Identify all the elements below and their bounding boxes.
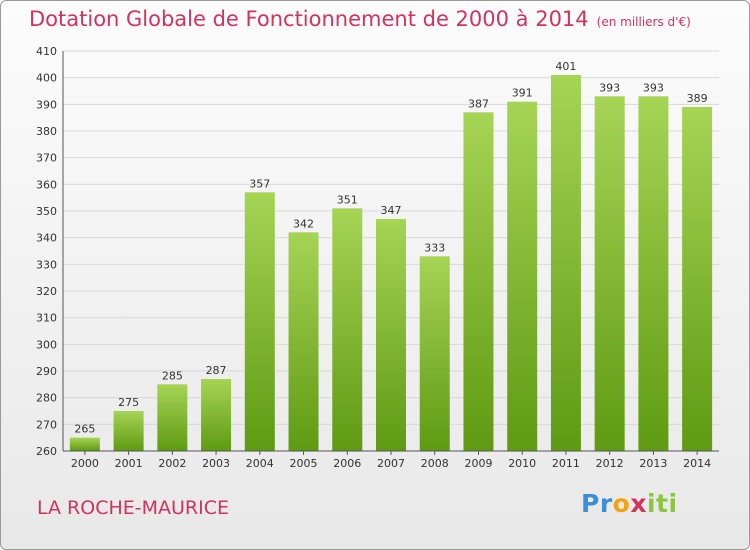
- bar: [332, 208, 363, 451]
- data-label: 351: [337, 193, 358, 206]
- data-label: 393: [599, 81, 620, 94]
- x-tick-label: 2007: [377, 457, 405, 470]
- x-tick-label: 2012: [596, 457, 624, 470]
- x-tick-label: 2005: [290, 457, 318, 470]
- x-tick-label: 2002: [158, 457, 186, 470]
- y-tick-label: 330: [36, 258, 57, 271]
- y-tick-label: 370: [36, 152, 57, 165]
- logo-part-4: iti: [646, 489, 678, 518]
- data-label: 391: [512, 87, 533, 100]
- x-tick-label: 2011: [552, 457, 580, 470]
- bar: [113, 411, 144, 451]
- y-tick-label: 260: [36, 445, 57, 458]
- data-label: 285: [162, 369, 183, 382]
- chart-title-text: Dotation Globale de Fonctionnement de 20…: [29, 7, 589, 31]
- bar: [594, 96, 625, 451]
- x-tick-label: 2003: [202, 457, 230, 470]
- x-tick-label: 2009: [464, 457, 492, 470]
- bar: [419, 256, 450, 451]
- bar: [69, 437, 100, 451]
- bar: [463, 112, 494, 451]
- y-tick-label: 300: [36, 338, 57, 351]
- logo-part-2: o: [612, 489, 631, 518]
- x-tick-label: 2014: [683, 457, 711, 470]
- x-tick-label: 2006: [333, 457, 361, 470]
- x-tick-label: 2001: [115, 457, 143, 470]
- bar: [157, 384, 188, 451]
- bar: [201, 379, 232, 451]
- logo-part-3: x: [630, 489, 647, 518]
- proxiti-logo[interactable]: Proxiti: [581, 489, 678, 518]
- data-label: 342: [293, 217, 314, 230]
- bar: [550, 75, 581, 451]
- data-label: 393: [643, 81, 664, 94]
- y-tick-label: 400: [36, 72, 57, 85]
- commune-name: LA ROCHE-MAURICE: [37, 497, 230, 519]
- data-label: 265: [74, 423, 95, 436]
- x-tick-label: 2000: [71, 457, 99, 470]
- y-tick-label: 320: [36, 285, 57, 298]
- bar: [682, 107, 713, 451]
- y-tick-label: 410: [36, 45, 57, 58]
- y-tick-label: 290: [36, 365, 57, 378]
- bar: [244, 192, 275, 452]
- axes: 260 270 280 290 300 310 320 330 340 350 360 370 380 3…: [36, 45, 719, 470]
- data-label: 347: [381, 204, 402, 217]
- y-tick-label: 280: [36, 392, 57, 405]
- y-tick-label: 310: [36, 312, 57, 325]
- x-tick-label: 2004: [246, 457, 274, 470]
- bar: [638, 96, 669, 451]
- data-label: 357: [249, 177, 270, 190]
- data-label: 333: [424, 241, 445, 254]
- y-tick-label: 340: [36, 232, 57, 245]
- x-tick-label: 2010: [508, 457, 536, 470]
- bars: 265 275 285 287 357 342 351 347 333 387 391 401 393 3…: [69, 60, 713, 452]
- data-label: 389: [687, 92, 708, 105]
- data-label: 275: [118, 396, 139, 409]
- bar: [288, 232, 319, 451]
- y-tick-label: 350: [36, 205, 57, 218]
- chart-subtitle: (en milliers d'€): [596, 15, 691, 29]
- chart-title: Dotation Globale de Fonctionnement de 20…: [29, 7, 691, 31]
- y-tick-label: 270: [36, 418, 57, 431]
- data-label: 287: [206, 364, 227, 377]
- y-tick-label: 360: [36, 178, 57, 191]
- bar: [376, 219, 406, 451]
- data-label: 387: [468, 97, 489, 110]
- bar: [507, 101, 538, 452]
- x-tick-label: 2013: [639, 457, 667, 470]
- y-tick-label: 380: [36, 125, 57, 138]
- data-label: 401: [555, 60, 576, 73]
- logo-part-1: Pr: [581, 489, 613, 518]
- y-tick-label: 390: [36, 98, 57, 111]
- x-tick-label: 2008: [421, 457, 449, 470]
